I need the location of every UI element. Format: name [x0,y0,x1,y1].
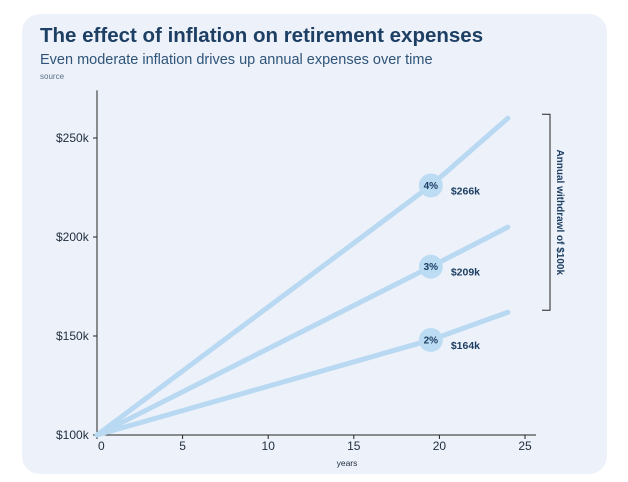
withdrawal-annotation: Annual withdrawl of $100k [542,113,565,311]
bracket [542,113,551,311]
x-tick-label: 5 [179,439,186,453]
rate-label: 2% [424,335,439,346]
x-tick-label: 10 [262,439,276,453]
y-tick-label: $250k [56,131,90,145]
chart-title: The effect of inflation on retirement ex… [40,24,484,47]
x-tick-label: 15 [347,439,361,453]
rate-label: 3% [424,262,439,273]
chart-card [22,14,607,474]
end-value-label: $266k [451,186,480,198]
chart-subtitle: Even moderate inflation drives up annual… [40,52,433,68]
x-tick-label: 0 [98,439,105,453]
rate-label: 4% [424,181,439,192]
y-tick-label: $150k [56,329,90,343]
source-link[interactable]: source [40,72,65,81]
end-value-label: $209k [451,267,480,279]
x-tick-label: 25 [518,439,532,453]
rate-marker [418,254,443,279]
rate-marker [418,327,443,352]
rate-marker [418,173,443,198]
x-axis: 0 5 10 15 20 25 years [96,434,536,468]
y-tick-label: $200k [56,230,90,244]
bracket-label: Annual withdrawl of $100k [554,149,565,275]
series-line-4pct [94,115,511,438]
series-line-3pct [94,224,511,438]
y-axis: $100k $150k $200k $250k [56,90,98,442]
end-value-label: $164k [451,340,480,352]
series-markers: 4% $266k 3% $209k 2% $164k [418,173,480,352]
x-axis-title: years [337,458,358,468]
series-lines [94,115,511,438]
x-tick-label: 20 [433,439,447,453]
y-tick-label: $100k [56,428,90,442]
